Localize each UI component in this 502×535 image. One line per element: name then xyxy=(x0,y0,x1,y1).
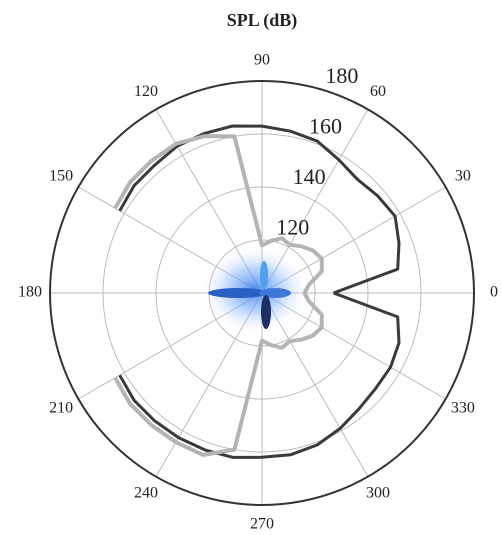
r-tick-label: 180 xyxy=(325,63,358,88)
theta-tick-label: 120 xyxy=(134,83,158,100)
chart-title: SPL (dB) xyxy=(227,10,298,31)
theta-tick-label: 30 xyxy=(455,168,471,185)
r-tick-label: 120 xyxy=(276,214,309,239)
theta-tick-label: 180 xyxy=(18,284,42,301)
theta-tick-label: 210 xyxy=(49,400,73,417)
center-glyph xyxy=(200,245,310,335)
theta-tick-label: 300 xyxy=(366,485,390,502)
theta-tick-label: 240 xyxy=(134,485,158,502)
theta-tick-label: 0 xyxy=(490,284,498,301)
theta-tick-label: 90 xyxy=(254,52,270,69)
theta-tick-label: 270 xyxy=(250,516,274,533)
r-tick-label: 140 xyxy=(293,164,326,189)
r-tick-label: 160 xyxy=(309,114,342,139)
theta-tick-label: 330 xyxy=(451,400,475,417)
theta-tick-label: 150 xyxy=(49,168,73,185)
theta-tick-label: 60 xyxy=(370,83,386,100)
chart: SPL (dB) 0 30 60 90 120 150 180 210 240 270 300 330… xyxy=(0,0,502,535)
petal xyxy=(261,295,271,329)
petal xyxy=(259,288,291,298)
petal xyxy=(260,261,268,289)
